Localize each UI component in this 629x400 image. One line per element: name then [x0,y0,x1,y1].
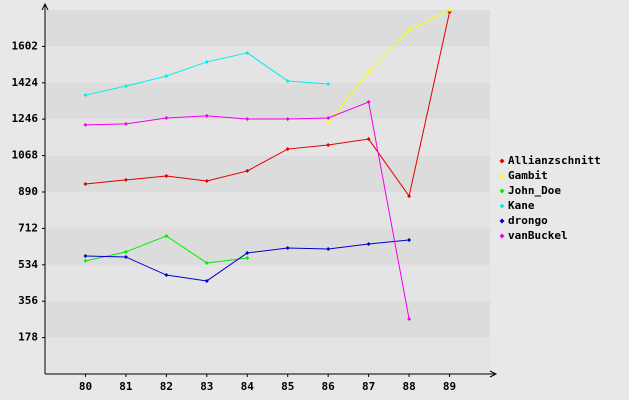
point [366,241,371,246]
grid-band [45,82,490,120]
point [245,50,250,55]
point [407,316,412,321]
plot-marks [83,8,452,321]
x-tick-label: 80 [79,380,92,393]
x-tick-label: 83 [200,380,213,393]
y-axis-arrow [41,2,49,11]
grid-band [45,192,490,229]
point [407,238,412,243]
point [285,116,290,121]
y-tick-label: 1424 [12,76,39,89]
point [123,255,128,260]
legend-marker [499,173,505,179]
y-tick-label: 534 [18,258,38,271]
grid-band [45,228,490,265]
legend-marker [499,218,505,224]
grid-band [45,155,490,192]
x-tick-label: 85 [281,380,294,393]
plot-bands [45,10,490,374]
point [123,84,128,89]
grid-band [45,301,490,338]
point [164,115,169,120]
point [285,78,290,83]
grid-band [45,10,490,47]
point [245,168,250,173]
point [204,59,209,64]
point [164,233,169,238]
point [245,256,250,261]
point [204,260,209,265]
legend-marker [499,158,505,164]
point [164,174,169,179]
legend-marker [499,233,505,239]
y-tick-label: 1246 [12,112,39,125]
point [366,69,371,74]
point [83,182,88,187]
grid-band [45,46,490,83]
point [83,122,88,127]
point [366,100,371,105]
point [83,258,88,263]
legend-marker [499,203,505,209]
x-axis-arrow [489,370,498,378]
x-tick-label: 88 [402,380,415,393]
y-tick-label: 890 [18,185,38,198]
point [407,28,412,33]
point [123,177,128,182]
legend-label: Gambit [508,169,548,182]
point [123,121,128,126]
y-tick-label: 712 [18,221,38,234]
point [285,246,290,251]
x-tick-label: 81 [119,380,133,393]
point [83,93,88,98]
series-line [327,9,450,124]
point [326,115,331,120]
point [447,8,452,12]
point [285,147,290,152]
legend-label: drongo [508,214,548,227]
point [164,74,169,79]
point [407,194,412,199]
point [204,278,209,283]
point [326,247,331,252]
point [204,113,209,118]
x-tick-label: 87 [362,380,375,393]
point [164,273,169,278]
y-tick-label: 356 [18,294,38,307]
x-tick-label: 82 [160,380,173,393]
y-tick-label: 1602 [12,39,39,52]
x-tick-label: 84 [241,380,255,393]
point [326,121,331,126]
legend-marker [499,188,505,194]
point [245,116,250,121]
grid-band [45,119,490,156]
point [245,250,250,255]
series-line [85,11,451,198]
y-tick-label: 178 [18,331,38,344]
point [326,82,331,87]
grid-band [45,264,490,302]
legend-label: Kane [508,199,535,212]
grid-band [45,337,490,374]
point [123,249,128,254]
point [326,142,331,147]
x-tick-label: 89 [443,380,456,393]
point [366,137,371,142]
legend-label: Allianzschnitt [508,154,601,167]
legend-label: John_Doe [508,184,561,197]
y-tick-label: 1068 [12,149,39,162]
point [83,254,88,259]
x-tick-label: 86 [322,380,336,393]
legend-label: vanBuckel [508,229,568,242]
point [204,178,209,183]
